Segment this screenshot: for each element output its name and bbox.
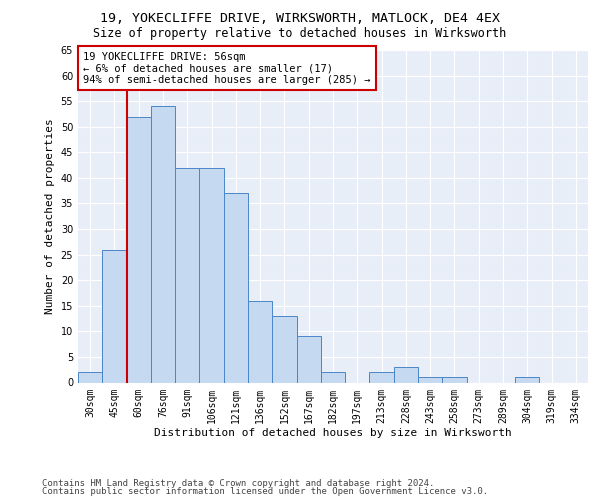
- Bar: [127, 116, 151, 382]
- Bar: [224, 193, 248, 382]
- Bar: [175, 168, 199, 382]
- Bar: [296, 336, 321, 382]
- Bar: [321, 372, 345, 382]
- Text: Contains HM Land Registry data © Crown copyright and database right 2024.: Contains HM Land Registry data © Crown c…: [42, 478, 434, 488]
- Bar: [102, 250, 127, 382]
- Text: Size of property relative to detached houses in Wirksworth: Size of property relative to detached ho…: [94, 28, 506, 40]
- Y-axis label: Number of detached properties: Number of detached properties: [45, 118, 55, 314]
- Text: 19, YOKECLIFFE DRIVE, WIRKSWORTH, MATLOCK, DE4 4EX: 19, YOKECLIFFE DRIVE, WIRKSWORTH, MATLOC…: [100, 12, 500, 26]
- Text: Contains public sector information licensed under the Open Government Licence v3: Contains public sector information licen…: [42, 487, 488, 496]
- Bar: [394, 367, 418, 382]
- X-axis label: Distribution of detached houses by size in Wirksworth: Distribution of detached houses by size …: [154, 428, 512, 438]
- Text: 19 YOKECLIFFE DRIVE: 56sqm
← 6% of detached houses are smaller (17)
94% of semi-: 19 YOKECLIFFE DRIVE: 56sqm ← 6% of detac…: [83, 52, 371, 85]
- Bar: [515, 378, 539, 382]
- Bar: [442, 378, 467, 382]
- Bar: [199, 168, 224, 382]
- Bar: [151, 106, 175, 382]
- Bar: [418, 378, 442, 382]
- Bar: [248, 300, 272, 382]
- Bar: [272, 316, 296, 382]
- Bar: [78, 372, 102, 382]
- Bar: [370, 372, 394, 382]
